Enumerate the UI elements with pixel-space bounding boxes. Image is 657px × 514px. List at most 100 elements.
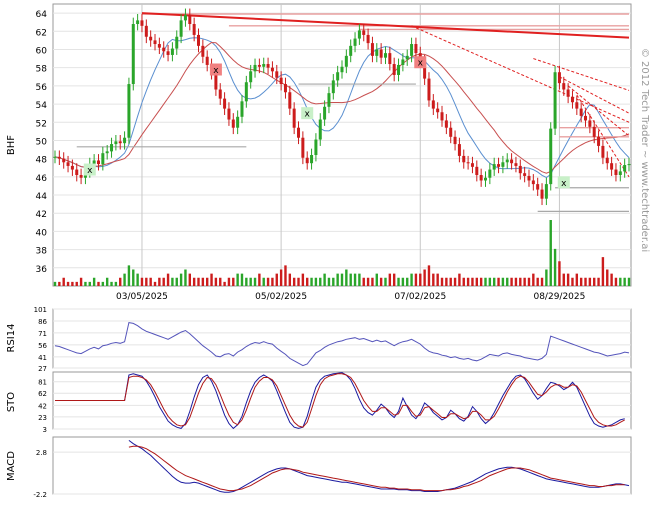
volume-bar	[345, 269, 348, 286]
candle-body	[362, 30, 366, 35]
volume-bar	[397, 277, 400, 286]
dashed-trend-line	[576, 94, 630, 178]
volume-bar	[62, 277, 65, 286]
volume-bar	[445, 277, 448, 286]
candle-body	[66, 162, 70, 166]
volume-bar	[327, 277, 331, 286]
volume-bar	[601, 257, 605, 286]
macd-y-tick-label: -2.2	[33, 491, 47, 499]
sto-panel: 81 62 42 23 3 STO	[6, 371, 632, 434]
volume-bar	[214, 277, 218, 286]
volume-bar	[210, 273, 213, 286]
volume-bar	[88, 281, 91, 286]
candle-body	[62, 158, 66, 163]
candle-body	[623, 165, 627, 172]
price-y-tick-label: 50	[36, 137, 48, 147]
price-y-tick-label: 38	[36, 247, 48, 257]
rsi-panel: 101 86 71 56 41 27 RSI14	[6, 306, 632, 373]
volume-bar	[332, 277, 335, 286]
candle-body	[531, 180, 535, 185]
volume-bar	[453, 277, 457, 286]
volume-bar	[523, 277, 526, 286]
candle-body	[149, 36, 153, 41]
candle-body	[201, 45, 205, 57]
price-plot-frame	[52, 3, 632, 287]
candle-body	[562, 83, 566, 90]
macd-plot-frame	[52, 436, 632, 495]
candle-body	[340, 66, 344, 73]
volume-bar	[253, 277, 257, 286]
volume-bar	[623, 277, 626, 286]
volume-bar	[84, 281, 87, 286]
volume-bar	[223, 281, 226, 286]
candle-body	[618, 171, 622, 176]
volume-bar	[606, 269, 609, 286]
candle-body	[262, 64, 266, 67]
volume-bar	[310, 277, 313, 286]
volume-bar	[506, 277, 509, 286]
candle-body	[383, 53, 387, 58]
volume-bar	[258, 273, 261, 286]
candle-body	[166, 51, 170, 55]
candle-body	[92, 160, 96, 165]
volume-bar	[414, 273, 418, 286]
volume-bar	[127, 265, 131, 286]
candle-body	[601, 145, 605, 158]
volume-bar	[392, 273, 396, 286]
candle-body	[218, 89, 222, 99]
candle-body	[288, 92, 292, 109]
candle-body	[253, 64, 257, 72]
price-y-tick-label: 48	[36, 156, 48, 166]
candle-body	[318, 119, 322, 140]
volume-bar	[427, 265, 431, 286]
volume-bar	[71, 281, 74, 286]
candle-body	[440, 112, 444, 121]
candle-body	[584, 115, 588, 121]
candle-body	[105, 151, 109, 154]
volume-bar	[475, 277, 479, 286]
candle-body	[249, 71, 253, 83]
volume-bar	[584, 277, 587, 286]
volume-bar	[240, 273, 244, 286]
volume-bar	[597, 277, 600, 286]
price-y-tick-label: 56	[36, 83, 48, 93]
volume-bar	[358, 273, 361, 286]
candle-body	[140, 20, 144, 26]
volume-bar	[519, 277, 522, 286]
dashed-trend-line	[533, 58, 630, 91]
macd-panel: 2.8 -2.2 MACD	[6, 436, 632, 499]
candle-body	[214, 73, 218, 90]
candle-body	[553, 72, 557, 129]
price-y-tick-label: 58	[36, 65, 48, 75]
volume-bar	[566, 273, 570, 286]
sto-y-tick-label: 81	[38, 379, 47, 387]
candle-body	[518, 165, 522, 174]
volume-bar	[319, 277, 322, 286]
candle-body	[336, 72, 340, 81]
candle-body	[175, 36, 179, 49]
volume-bar	[432, 273, 435, 286]
price-y-tick-label: 52	[36, 119, 47, 129]
volume-bar	[553, 248, 557, 286]
signal-label: x	[87, 166, 93, 176]
candle-body	[344, 55, 348, 67]
volume-bar	[423, 269, 426, 286]
volume-bar	[301, 273, 305, 286]
volume-bar	[406, 277, 409, 286]
volume-bar	[419, 273, 422, 286]
volume-bar	[110, 281, 113, 286]
volume-bar	[279, 269, 283, 286]
volume-bar	[75, 281, 78, 286]
volume-bar	[510, 277, 513, 286]
volume-bar	[275, 273, 278, 286]
candles	[53, 8, 631, 206]
candle-body	[484, 177, 487, 181]
signal-markers: x x x x x	[83, 56, 570, 189]
volume-bar	[266, 277, 270, 286]
candle-body	[501, 162, 505, 167]
price-y-tick-label: 46	[36, 174, 48, 184]
volume-bar	[540, 277, 544, 286]
candle-body	[388, 53, 392, 65]
volume-bar	[192, 277, 196, 286]
candle-body	[605, 157, 609, 164]
